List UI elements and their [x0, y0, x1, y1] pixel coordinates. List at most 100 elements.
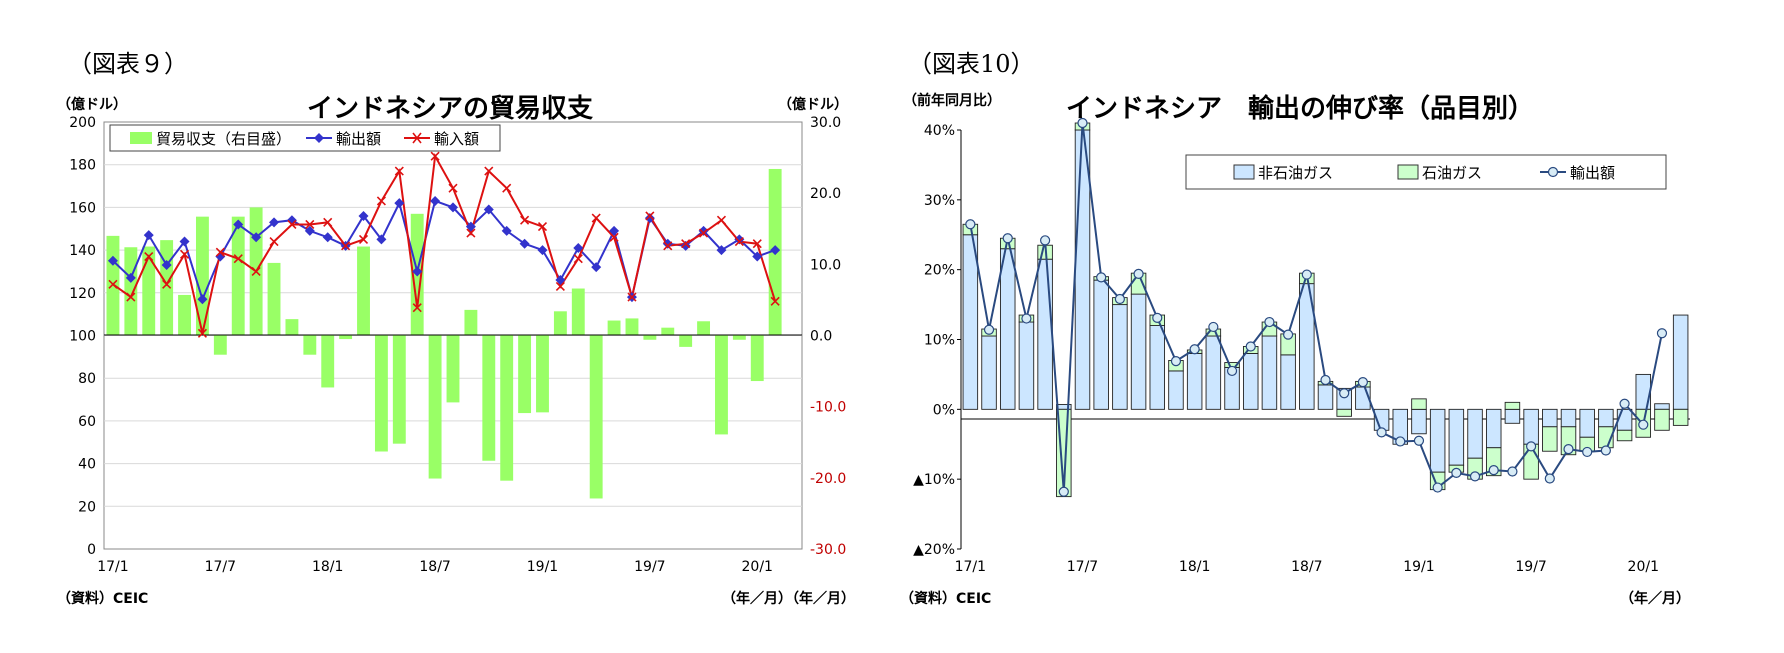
export-growth-point	[1638, 419, 1649, 430]
import-point	[305, 219, 315, 230]
export-point	[304, 225, 315, 236]
import-point	[376, 196, 386, 206]
nonoil-bar	[1317, 384, 1334, 410]
nonoil-bar	[1018, 321, 1035, 410]
left-legend-box	[109, 124, 501, 152]
right-source-note: （資料）CEIC	[900, 590, 991, 607]
export-point	[358, 210, 369, 221]
left-y-tick-label: 180	[69, 158, 96, 174]
export-growth-point	[965, 219, 976, 230]
left-y-tick-label: 200	[69, 115, 96, 131]
export-growth-point	[1245, 341, 1256, 352]
right-y-axis-labels: -30.0 -20.0 -10.0 0.0 10.0 20.0 30.0	[810, 115, 846, 558]
nonoil-bar	[1560, 408, 1577, 428]
nonoil-bar	[981, 335, 997, 410]
export-point	[107, 255, 118, 266]
left-chart-title: インドネシアの貿易収支	[307, 94, 593, 124]
left-axis-unit: （億ドル）	[57, 96, 127, 113]
right-chart-y-tick-label: 10%	[924, 333, 955, 349]
export-growth-point	[1413, 435, 1425, 446]
nonoil-bar	[999, 248, 1016, 410]
export-point	[770, 245, 781, 256]
nonoil-bar	[1280, 354, 1296, 410]
export-growth-point	[1096, 272, 1107, 283]
nonoil-bar	[1542, 408, 1558, 428]
export-point	[680, 240, 691, 251]
export-point	[179, 236, 190, 247]
right-chart-y-tick-label: 30%	[924, 193, 955, 209]
left-source-note: （資料）CEIC	[57, 590, 148, 607]
balance-bar	[518, 335, 532, 414]
nonoil-bar	[1261, 335, 1278, 410]
export-point	[573, 242, 584, 253]
export-point	[125, 272, 136, 283]
export-growth-point	[1226, 365, 1238, 377]
export-point	[519, 238, 530, 249]
nonoil-bar	[1672, 314, 1689, 410]
export-growth-point	[1656, 328, 1668, 339]
import-point	[734, 236, 744, 247]
export-point	[734, 234, 745, 245]
nonoil-legend-label: 非石油ガス	[1258, 164, 1333, 182]
balance-bar	[231, 216, 245, 336]
export-growth-point	[1432, 482, 1443, 493]
right-chart-y-tick-label: ▲20%	[913, 542, 955, 558]
import-point	[108, 279, 118, 289]
oil-bar	[1411, 398, 1427, 410]
nonoil-bar	[1654, 403, 1670, 410]
export-growth-point	[1301, 269, 1312, 280]
export-growth-point	[1619, 398, 1630, 409]
right-chart-y-tick-label: 40%	[924, 123, 955, 139]
balance-legend-label: 貿易収支（右目盛）	[156, 130, 291, 148]
right-chart-title: インドネシア 輸出の伸び率（品目別）	[1066, 93, 1534, 124]
balance-bar	[195, 216, 209, 336]
balance-bar	[285, 319, 299, 336]
balance-bar	[697, 321, 711, 336]
export-point	[501, 225, 512, 236]
oil-bar	[1616, 429, 1633, 442]
export-point	[555, 274, 566, 285]
balance-bar	[679, 335, 693, 347]
left-x-tick-label: 17/7	[205, 559, 236, 575]
left-y-tick-label: 60	[78, 414, 96, 430]
left-x-tick-label: 17/1	[97, 559, 128, 575]
oil-legend-swatch	[1397, 164, 1419, 180]
left-y-tick-label: 160	[69, 200, 96, 216]
nonoil-bar	[1186, 353, 1203, 410]
right-chart-y-tick-label: 20%	[924, 263, 955, 279]
right-y-tick-label: 0.0	[810, 329, 832, 345]
balance-bar	[106, 235, 120, 336]
left-x-tick-label: 18/1	[312, 559, 343, 575]
right-y-tick-label: -20.0	[810, 471, 846, 487]
export-point	[609, 225, 620, 236]
left-x-axis-labels: 17/1 17/7 18/1 18/7 19/1 19/7 20/1	[97, 559, 773, 575]
import-point	[663, 241, 673, 251]
import-point	[698, 228, 709, 238]
import-point	[466, 228, 476, 238]
export-growth-line	[969, 122, 1663, 492]
export-growth-point	[1544, 473, 1555, 484]
oil-legend-label: 石油ガス	[1422, 164, 1482, 182]
export-point	[412, 266, 423, 277]
balance-bar	[392, 335, 406, 444]
left-x-tick-label: 19/1	[527, 559, 558, 575]
export-growth-point	[1451, 467, 1462, 478]
export-growth-point	[1170, 356, 1182, 367]
balance-bar	[607, 320, 621, 336]
export-point	[716, 245, 727, 256]
balance-bar	[428, 335, 442, 479]
balance-bar	[750, 335, 764, 382]
export-growth-point	[1002, 233, 1013, 244]
export-legend-marker	[314, 133, 324, 143]
import-legend-marker	[412, 132, 422, 144]
left-x-tick-label: 20/1	[742, 559, 773, 575]
balance-bar	[553, 311, 567, 336]
right-chart-y-tick-label: 0%	[933, 402, 955, 418]
right-y-tick-label: -30.0	[810, 542, 846, 558]
import-point	[162, 279, 172, 289]
right-chart-x-tick-label: 17/1	[955, 559, 986, 575]
left-y-tick-label: 40	[78, 457, 96, 473]
left-figure-number: （図表９）	[68, 50, 188, 78]
export-growth-point	[1395, 436, 1406, 447]
right-legend-box	[1185, 154, 1667, 190]
